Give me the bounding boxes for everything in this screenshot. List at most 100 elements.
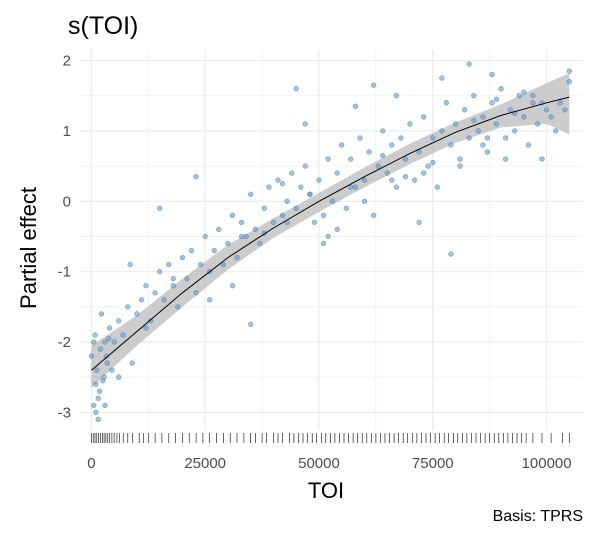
data-point (461, 107, 468, 113)
data-point (530, 93, 536, 99)
data-point (348, 156, 354, 162)
data-point (138, 297, 145, 303)
data-point (102, 402, 108, 409)
data-point (229, 212, 236, 219)
data-point (380, 128, 386, 134)
data-point (434, 184, 440, 190)
data-point (293, 205, 299, 211)
data-point (307, 191, 313, 197)
data-point (534, 121, 541, 127)
data-point (302, 121, 308, 127)
rug (91, 433, 570, 443)
data-point (261, 205, 268, 211)
data-point (106, 325, 113, 331)
data-point (498, 86, 504, 92)
data-point (243, 233, 249, 240)
data-points (88, 61, 572, 423)
x-axis-title: TOI (308, 478, 344, 503)
data-point (512, 128, 518, 134)
smooth-line (91, 96, 570, 371)
y-axis-ticks: -3 -2 -1 0 1 2 (58, 53, 71, 422)
data-point (166, 261, 172, 268)
confidence-ribbon (91, 73, 570, 388)
data-point (161, 297, 167, 303)
data-point (202, 233, 208, 240)
data-point (448, 251, 454, 257)
data-point (238, 219, 245, 226)
data-point (466, 61, 472, 67)
data-point (284, 198, 290, 204)
data-point (421, 170, 427, 176)
data-point (229, 283, 236, 289)
data-point (234, 254, 240, 261)
data-point (92, 332, 98, 338)
data-point (248, 191, 254, 197)
data-point (125, 304, 131, 310)
data-point (129, 360, 135, 366)
confidence-band (91, 73, 570, 388)
data-point (104, 360, 110, 366)
data-point (111, 339, 117, 345)
data-point (439, 128, 445, 134)
data-point (143, 325, 149, 331)
data-point (370, 82, 377, 88)
data-point (248, 321, 254, 328)
y-tick-label: 2 (63, 53, 71, 70)
data-point (88, 353, 95, 359)
data-point (334, 170, 340, 176)
data-point (443, 100, 450, 106)
data-point (416, 219, 422, 226)
data-point (430, 159, 436, 166)
data-point (120, 332, 126, 338)
data-point (91, 339, 97, 345)
data-point (516, 93, 522, 99)
data-point (127, 261, 133, 268)
data-point (521, 114, 527, 120)
data-point (184, 276, 190, 282)
data-point (175, 304, 181, 310)
data-point (475, 128, 481, 134)
data-point (548, 114, 554, 120)
data-point (147, 318, 154, 324)
data-point (106, 335, 112, 342)
data-point (170, 276, 176, 282)
x-tick-label: 25000 (184, 455, 226, 472)
data-point (343, 205, 349, 211)
data-point (484, 135, 491, 141)
x-tick-label: 50000 (298, 455, 340, 472)
data-point (334, 226, 340, 233)
data-point (457, 163, 463, 169)
data-point (279, 181, 286, 187)
data-point (116, 318, 122, 324)
y-tick-label: 0 (63, 193, 71, 210)
data-point (398, 135, 404, 141)
data-point (94, 367, 100, 373)
data-point (116, 374, 122, 380)
data-point (448, 142, 454, 148)
data-point (102, 339, 108, 345)
data-point (457, 156, 463, 162)
data-point (316, 177, 322, 183)
data-point (93, 409, 99, 416)
data-point (91, 402, 97, 409)
x-tick-label: 100000 (522, 455, 572, 472)
data-point (275, 177, 281, 183)
data-point (320, 240, 327, 247)
data-point (211, 247, 217, 254)
data-point (566, 68, 572, 74)
data-point (339, 142, 345, 148)
data-point (207, 297, 213, 303)
data-point (216, 226, 222, 233)
y-tick-label: -1 (58, 264, 71, 281)
data-point (348, 184, 354, 190)
data-point (95, 395, 101, 401)
data-point (157, 269, 163, 275)
data-point (562, 107, 568, 113)
data-point (193, 290, 199, 296)
data-point (252, 226, 258, 233)
data-point (380, 152, 386, 159)
data-point (521, 89, 527, 95)
x-tick-label: 0 (87, 455, 95, 472)
data-point (97, 346, 104, 352)
